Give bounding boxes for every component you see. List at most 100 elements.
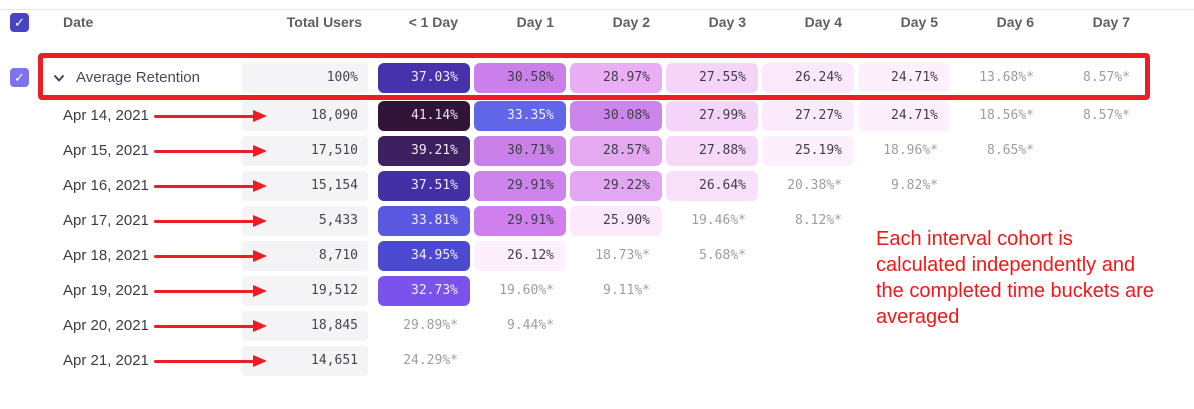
retention-cell[interactable]: 28.97%: [570, 63, 662, 93]
retention-cell[interactable]: 25.19%: [762, 136, 854, 166]
retention-cell-incomplete: 8.65%*: [987, 143, 1034, 158]
retention-cell-incomplete: 9.82%*: [891, 178, 938, 193]
annotation-arrow: [154, 324, 255, 328]
check-icon: ✓: [14, 70, 25, 85]
retention-cell[interactable]: 25.90%: [570, 206, 662, 236]
retention-cell[interactable]: 37.03%: [378, 63, 470, 93]
retention-cell-incomplete: 20.38%*: [787, 178, 842, 193]
check-icon: ✓: [14, 15, 25, 30]
retention-cell[interactable]: 30.08%: [570, 101, 662, 131]
retention-cell[interactable]: 34.95%: [378, 241, 470, 271]
cohort-date: Apr 19, 2021: [63, 282, 149, 299]
annotation-arrow-head: [253, 285, 267, 297]
column-header-day-7: Day 7: [1092, 14, 1130, 30]
chevron-down-icon[interactable]: [52, 71, 66, 85]
retention-cell[interactable]: 27.27%: [762, 101, 854, 131]
column-header-day-4: Day 4: [804, 14, 842, 30]
average-retention-label: Average Retention: [76, 69, 200, 86]
retention-cell-incomplete: 8.57%*: [1083, 108, 1130, 123]
annotation-arrow: [154, 184, 255, 188]
annotation-arrow: [154, 359, 255, 363]
retention-cell[interactable]: 24.71%: [858, 63, 950, 93]
cohort-date: Apr 16, 2021: [63, 177, 149, 194]
retention-cell[interactable]: 26.64%: [666, 171, 758, 201]
cohort-row: Apr 14, 2021 18,090 41.14% 33.35% 30.08% 27.9…: [0, 101, 1194, 131]
cohort-row: Apr 16, 2021 15,154 37.51% 29.91% 29.22% 26.6…: [0, 171, 1194, 201]
retention-cell-incomplete: 9.44%*: [507, 318, 554, 333]
column-header-day-2: Day 2: [612, 14, 650, 30]
select-all-checkbox[interactable]: ✓: [10, 13, 29, 32]
retention-cell[interactable]: 39.21%: [378, 136, 470, 166]
retention-cell[interactable]: 29.91%: [474, 206, 566, 236]
annotation-arrow-head: [253, 180, 267, 192]
average-total-cell: 100%: [242, 63, 368, 93]
annotation-line: averaged: [876, 306, 960, 328]
retention-cell-incomplete: 19.46%*: [691, 213, 746, 228]
annotation-arrow-head: [253, 320, 267, 332]
annotation-line: calculated independently and: [876, 254, 1136, 276]
column-header-date: Date: [63, 14, 94, 30]
total-users-cell: 18,090: [242, 101, 368, 131]
retention-cell[interactable]: 37.51%: [378, 171, 470, 201]
average-retention-row: ✓ Average Retention 100% 37.03% 30.58% 28.97%…: [0, 63, 1194, 93]
cohort-row: Apr 18, 2021 8,710 34.95% 26.12% 18.73%* 5.68…: [0, 241, 1194, 271]
cohort-date: Apr 20, 2021: [63, 317, 149, 334]
table-top-border: [0, 9, 1194, 10]
retention-cell[interactable]: 29.91%: [474, 171, 566, 201]
annotation-line: Each interval cohort is: [876, 228, 1073, 250]
column-header-day-5: Day 5: [900, 14, 938, 30]
annotation-arrow-head: [253, 110, 267, 122]
retention-cell-incomplete: 19.60%*: [499, 283, 554, 298]
retention-cell[interactable]: 27.55%: [666, 63, 758, 93]
annotation-arrow-head: [253, 355, 267, 367]
annotation-arrow: [154, 149, 255, 153]
retention-cell-incomplete: 18.73%*: [595, 248, 650, 263]
column-header-day-3: Day 3: [708, 14, 746, 30]
retention-cell-incomplete: 18.96%*: [883, 143, 938, 158]
retention-cell-incomplete: 13.68%*: [979, 70, 1034, 85]
cohort-row: Apr 15, 2021 17,510 39.21% 30.71% 28.57% 27.8…: [0, 136, 1194, 166]
retention-cell[interactable]: 32.73%: [378, 276, 470, 306]
retention-cell-incomplete: 18.56%*: [979, 108, 1034, 123]
column-header-day-6: Day 6: [996, 14, 1034, 30]
retention-cell[interactable]: 29.22%: [570, 171, 662, 201]
cohort-date: Apr 15, 2021: [63, 142, 149, 159]
cohort-row: Apr 17, 2021 5,433 33.81% 29.91% 25.90% 19.46…: [0, 206, 1194, 236]
annotation-text: Each interval cohort is calculated indepe…: [876, 226, 1154, 330]
annotation-arrow: [154, 289, 255, 293]
retention-cell-incomplete: 8.57%*: [1083, 70, 1130, 85]
annotation-arrow-head: [253, 215, 267, 227]
annotation-arrow-head: [253, 145, 267, 157]
retention-cell[interactable]: 30.71%: [474, 136, 566, 166]
cohort-date: Apr 18, 2021: [63, 247, 149, 264]
annotation-arrow: [154, 254, 255, 258]
retention-cell[interactable]: 41.14%: [378, 101, 470, 131]
retention-cell-incomplete: 5.68%*: [699, 248, 746, 263]
retention-cell-incomplete: 8.12%*: [795, 213, 842, 228]
retention-cell[interactable]: 26.12%: [474, 241, 566, 271]
retention-cell[interactable]: 33.35%: [474, 101, 566, 131]
annotation-arrow-head: [253, 250, 267, 262]
cohort-date: Apr 17, 2021: [63, 212, 149, 229]
total-users-cell: 19,512: [242, 276, 368, 306]
retention-cell[interactable]: 30.58%: [474, 63, 566, 93]
cohort-date: Apr 14, 2021: [63, 107, 149, 124]
retention-cell[interactable]: 28.57%: [570, 136, 662, 166]
cohort-date: Apr 21, 2021: [63, 352, 149, 369]
cohort-row: Apr 20, 2021 18,845 29.89%* 9.44%*: [0, 311, 1194, 341]
annotation-arrow: [154, 114, 255, 118]
column-header-total-users: Total Users: [286, 14, 362, 30]
average-row-checkbox[interactable]: ✓: [10, 68, 29, 87]
retention-cell[interactable]: 33.81%: [378, 206, 470, 236]
annotation-line: the completed time buckets are: [876, 280, 1154, 302]
annotation-arrow: [154, 219, 255, 223]
column-header-day-1: Day 1: [516, 14, 554, 30]
retention-cell[interactable]: 27.99%: [666, 101, 758, 131]
retention-cell-incomplete: 24.29%*: [403, 353, 458, 368]
retention-cell[interactable]: 24.71%: [858, 101, 950, 131]
retention-cell[interactable]: 26.24%: [762, 63, 854, 93]
retention-cell[interactable]: 27.88%: [666, 136, 758, 166]
cohort-row: Apr 19, 2021 19,512 32.73% 19.60%* 9.11%*: [0, 276, 1194, 306]
retention-cell-incomplete: 9.11%*: [603, 283, 650, 298]
